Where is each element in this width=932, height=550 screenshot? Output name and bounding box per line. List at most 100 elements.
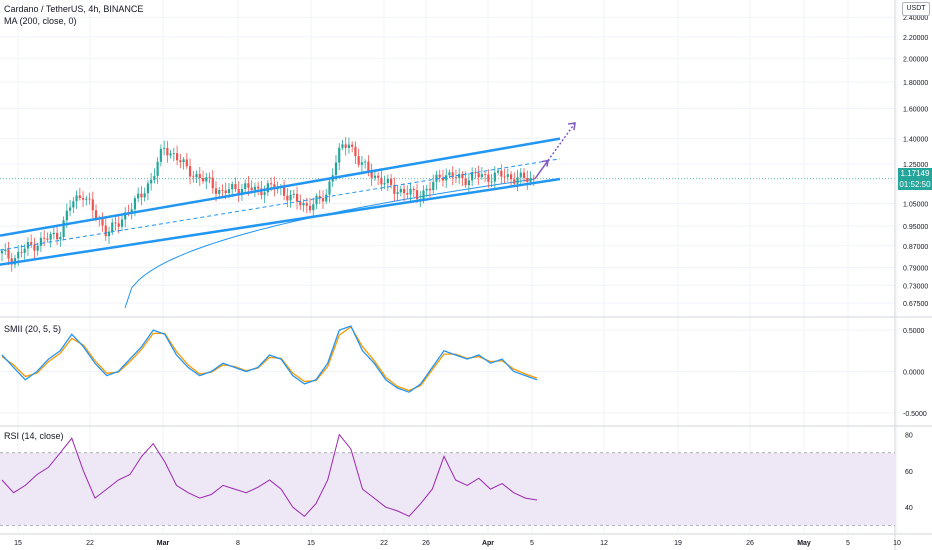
candle-body [117,223,120,227]
candle-body [428,188,432,191]
candle-body [522,172,526,179]
candle-body [104,225,107,237]
candle-body [182,159,185,163]
smi-legend[interactable]: SMII (20, 5, 5) [4,324,62,334]
candle-body [367,161,370,172]
candle-body [321,198,325,202]
candle-body [286,195,289,201]
candle-body [422,190,425,199]
candle-body [140,193,143,198]
price-tick-label: 0.67500 [903,301,928,308]
candle-body [441,177,445,181]
candle-body [221,190,224,191]
candle-body [487,174,490,182]
candle-body [195,174,198,178]
candle-body [438,174,441,178]
candle-body [526,178,529,182]
channel-mid-line [0,158,561,251]
candle-body [406,193,409,195]
ma-200-line [124,178,536,309]
last-price-value: 1.17149 [900,168,930,178]
candle-body [402,188,406,194]
candle-body [153,175,156,180]
candle-body [334,162,338,176]
price-tick-label: 2.40000 [903,15,928,22]
candle-body [282,186,286,196]
candle-body [163,147,166,149]
candle-body [88,198,91,200]
candle-body [451,172,454,178]
smi-tick-label: 0.5000 [903,328,925,335]
price-tick-label: 1.80000 [903,80,928,87]
smi-pane [1,325,538,393]
candle-body [445,175,448,181]
candle-body [325,194,328,202]
countdown-value: 01:52:50 [899,179,931,189]
candle-body [266,183,269,193]
candle-body [81,198,85,200]
candle-body [156,161,159,176]
candle-body [503,176,506,178]
smi-tick-label: 0.0000 [903,370,925,377]
time-axis[interactable]: 15 22 Mar 8 15 22 26 Apr 5 12 19 26 May 5 10 [14,540,901,547]
candle-body [364,161,367,163]
candle-body [399,188,402,193]
rsi-line [1,433,538,517]
candle-body [380,177,383,185]
candle-body [101,219,104,226]
smi-tick-label: -0.5000 [903,411,927,418]
channel-lower-line [0,177,561,266]
quote-unit-badge[interactable]: USDT [902,2,930,16]
candle-body [396,192,399,194]
candle-body [454,177,458,179]
candle-body [409,188,412,195]
price-tick-label: 0.73000 [903,283,928,290]
candle-body [412,188,415,191]
ma-line [124,178,536,309]
candle-body [273,184,276,190]
rsi-pane [1,433,538,517]
price-tick-label: 1.40000 [903,137,928,144]
rsi-tick-label: 80 [905,433,913,440]
candle-body [377,175,380,178]
arrow-segment [547,122,576,161]
time-tick-label: 5 [846,540,850,547]
candle-body [56,232,59,240]
candle-body [7,249,10,259]
candle-body [211,177,214,189]
candle-body [373,175,376,178]
candle-body [146,183,150,194]
candle-body [464,178,467,186]
candle-body [62,220,65,238]
candle-body [143,193,146,198]
symbol-legend[interactable]: Cardano / TetherUS, 4h, BINANCE [4,4,144,14]
smi-line [1,325,538,393]
candle-body [305,203,308,206]
time-tick-label: 15 [307,540,315,547]
candle-body [130,209,133,213]
candle-body [484,174,487,176]
time-tick-label: 26 [422,540,430,547]
candle-body [467,180,471,186]
time-tick-label: 12 [600,540,608,547]
candle-body [169,153,172,156]
rsi-band-fill [0,452,895,526]
time-tick-label: 26 [746,540,754,547]
projection-arrow [534,122,576,180]
candle-body [85,198,88,200]
candle-body [43,237,46,239]
trend-channel [0,137,561,266]
candle-body [224,190,227,194]
candle-body [205,177,208,182]
price-axis[interactable]: 2.40000 2.20000 2.00000 1.80000 1.60000 1.400… [903,15,928,512]
candle-body [257,186,260,189]
candle-body [237,189,240,195]
channel-upper-line [0,137,561,237]
candle-body [208,177,211,179]
candle-body [490,181,493,183]
candle-body [33,244,36,251]
rsi-legend[interactable]: RSI (14, close) [4,431,64,441]
time-tick-label: Mar [157,540,170,547]
candle-body [75,195,78,202]
ma-legend[interactable]: MA (200, close, 0) [4,16,77,26]
